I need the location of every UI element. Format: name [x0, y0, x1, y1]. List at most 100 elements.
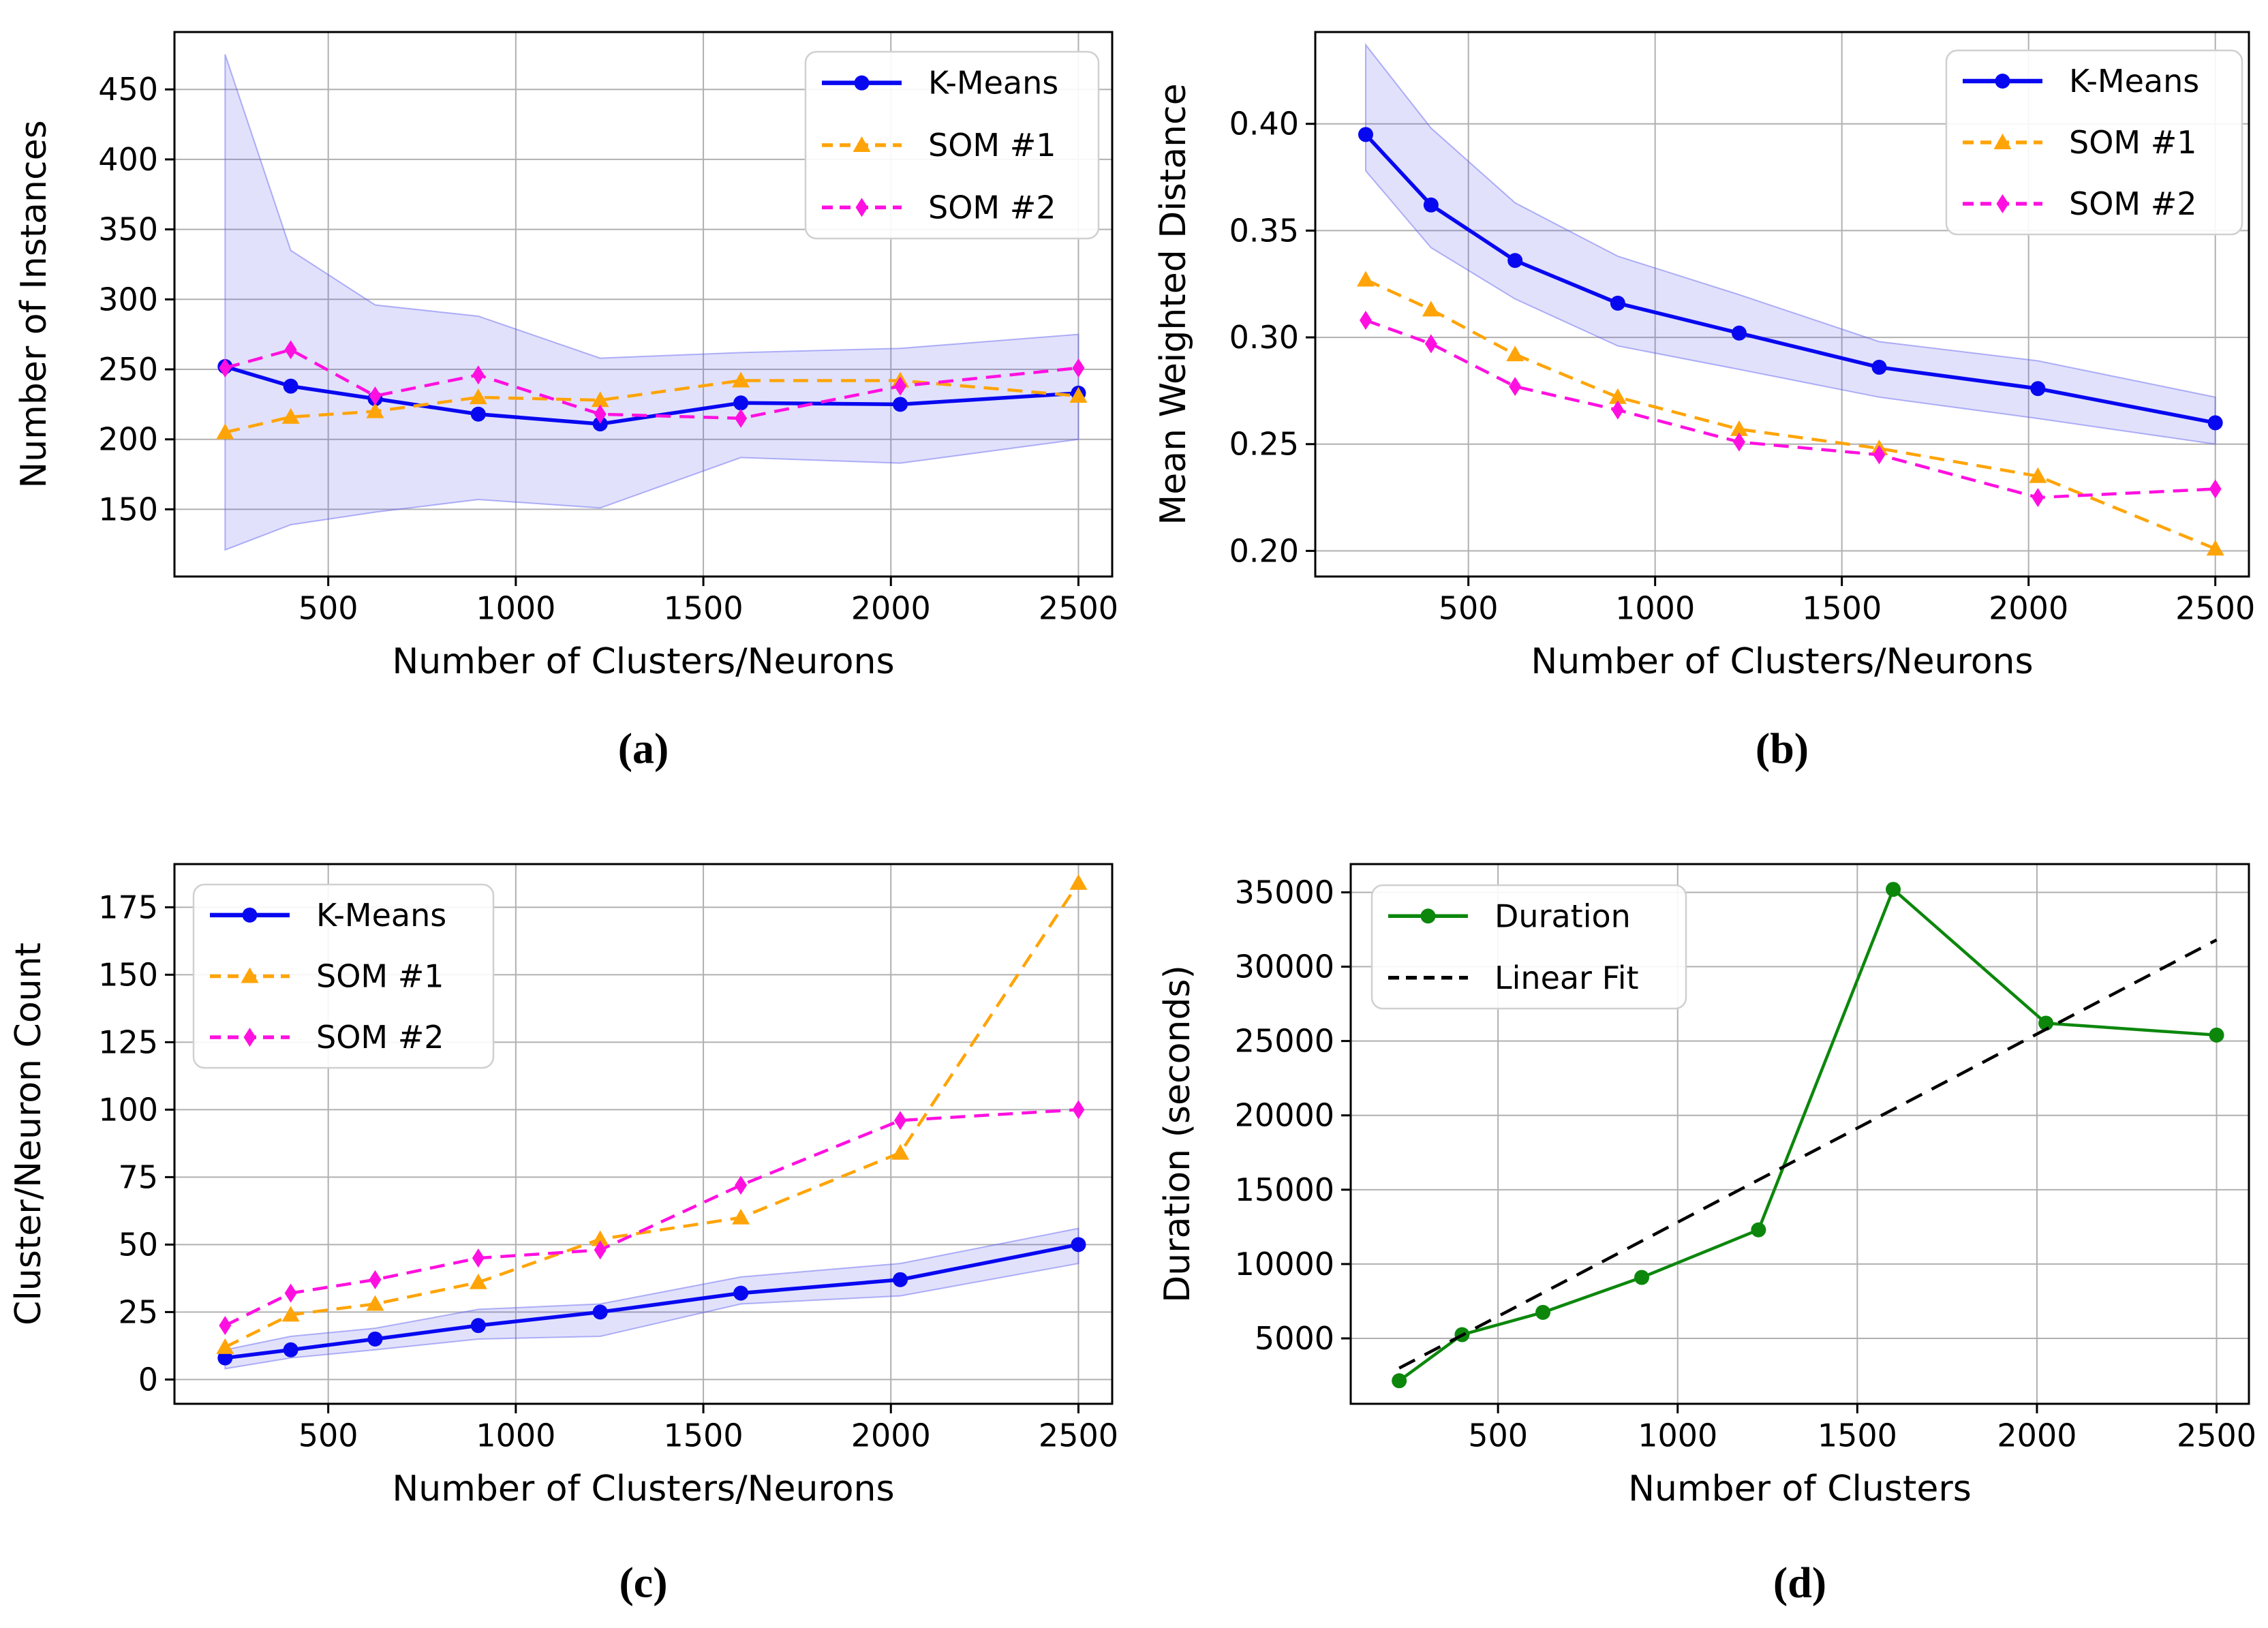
data-point-marker — [366, 1295, 384, 1311]
x-tick-label: 2000 — [1989, 589, 2068, 626]
data-point-marker — [2038, 1015, 2054, 1031]
y-tick-label: 0.20 — [1229, 532, 1299, 569]
data-point-marker — [591, 391, 609, 408]
series-k-means — [217, 358, 1086, 432]
legend-sample-marker — [854, 75, 870, 91]
x-tick-label: 1500 — [1802, 589, 1882, 626]
data-point-marker — [2029, 467, 2047, 483]
legend-entry: K-Means — [1963, 63, 2199, 99]
data-point-marker — [216, 1338, 234, 1354]
series-k-means — [1358, 127, 2223, 431]
legend-entry: SOM #2 — [210, 1019, 444, 1056]
y-tick-label: 250 — [98, 351, 158, 388]
data-point-marker — [2206, 540, 2224, 556]
data-point-marker — [1509, 377, 1522, 397]
data-point-marker — [735, 1176, 748, 1195]
axis-ticks: 500 1000 1500 2000 2500 150 200 250 300 350 400 450 — [98, 71, 1118, 626]
data-point-marker — [284, 340, 297, 360]
data-point-marker — [891, 1143, 910, 1160]
y-axis-label: Duration (seconds) — [1157, 965, 1198, 1303]
data-point-marker — [217, 1350, 233, 1366]
axes-spines — [173, 863, 1114, 1405]
series-som-1 — [1356, 271, 2224, 556]
data-point-marker — [283, 378, 298, 394]
data-point-marker — [367, 1331, 383, 1347]
data-point-marker — [1873, 445, 1886, 465]
y-tick-label: 0.35 — [1229, 212, 1299, 249]
x-tick-label: 2000 — [851, 589, 931, 626]
y-tick-label: 350 — [98, 211, 158, 248]
data-point-marker — [1423, 197, 1439, 213]
data-point-marker — [469, 388, 487, 405]
x-tick-label: 500 — [1439, 589, 1499, 626]
x-tick-label: 500 — [298, 1417, 358, 1454]
x-tick-label: 500 — [1468, 1417, 1528, 1454]
axis-ticks: 500 1000 1500 2000 2500 0.20 0.25 0.30 0.35 0.40 — [1229, 106, 2256, 627]
data-point-marker — [1535, 1304, 1551, 1320]
x-axis-label: Number of Clusters/Neurons — [392, 641, 894, 682]
legend: K-Means SOM #1 SOM #2 — [1945, 49, 2243, 236]
legend-sample-marker — [853, 136, 871, 152]
data-point-marker — [283, 1342, 298, 1357]
data-point-marker — [1611, 400, 1624, 420]
confidence-band — [1364, 42, 2216, 445]
y-axis-label: Cluster/Neuron Count — [8, 942, 49, 1325]
series-som-1 — [216, 371, 1088, 440]
data-point-marker — [1634, 1270, 1650, 1285]
x-axis-label: Number of Clusters/Neurons — [1531, 641, 2033, 682]
y-tick-label: 25 — [118, 1293, 158, 1330]
data-point-marker — [592, 416, 608, 432]
series-line — [1398, 938, 2218, 1370]
panel-b: 500 1000 1500 2000 2500 0.20 0.25 0.30 0.35 0.40 N… — [1153, 31, 2256, 773]
data-point-marker — [366, 402, 384, 418]
series-line — [1365, 318, 2216, 500]
data-point-marker — [369, 386, 382, 406]
data-point-marker — [470, 1318, 486, 1334]
x-tick-label: 1000 — [1638, 1417, 1717, 1454]
data-point-marker — [470, 406, 486, 422]
data-point-marker — [1071, 1237, 1086, 1253]
y-tick-label: 20000 — [1235, 1097, 1334, 1134]
legend-entry: K-Means — [822, 65, 1058, 102]
y-tick-label: 50 — [118, 1226, 158, 1263]
data-point-marker — [1424, 334, 1437, 354]
data-point-marker — [1751, 1222, 1766, 1238]
data-point-marker — [1422, 301, 1440, 317]
x-tick-label: 2000 — [851, 1417, 931, 1454]
data-point-marker — [1507, 253, 1523, 268]
series-line — [1365, 278, 2216, 551]
data-point-marker — [1610, 295, 1625, 311]
data-point-marker — [894, 1111, 907, 1131]
y-tick-label: 0 — [138, 1361, 158, 1398]
confidence-band — [224, 54, 1079, 551]
legend-label: Linear Fit — [1495, 959, 1639, 996]
legend-label: SOM #2 — [316, 1019, 444, 1056]
data-point-marker — [2030, 381, 2046, 397]
series-line — [1398, 887, 2217, 1382]
data-point-marker — [1886, 882, 1901, 897]
y-tick-label: 175 — [98, 889, 158, 925]
legend: K-Means SOM #1 SOM #2 — [192, 883, 495, 1069]
data-point-marker — [735, 408, 748, 428]
legend-entry: SOM #1 — [1963, 124, 2197, 161]
data-point-marker — [1392, 1373, 1407, 1389]
axes-spines — [1349, 863, 2250, 1405]
axis-ticks: 500 1000 1500 2000 2500 5000 10000 15000 20000 25… — [1235, 874, 2256, 1454]
data-point-marker — [1731, 325, 1747, 341]
data-point-marker — [281, 1306, 300, 1322]
legend-label: SOM #1 — [2069, 124, 2197, 161]
y-tick-label: 5000 — [1255, 1320, 1334, 1357]
panel-caption: (a) — [618, 724, 669, 773]
data-point-marker — [594, 1240, 607, 1260]
data-point-marker — [732, 1208, 750, 1225]
axes-spines — [173, 31, 1114, 578]
data-point-marker — [219, 1316, 232, 1336]
data-point-marker — [893, 397, 908, 412]
x-tick-label: 2500 — [1039, 589, 1118, 626]
y-tick-label: 30000 — [1235, 949, 1334, 985]
axes-spines — [1314, 31, 2250, 578]
y-axis-label: Mean Weighted Distance — [1153, 83, 1194, 525]
data-point-marker — [592, 1304, 608, 1320]
